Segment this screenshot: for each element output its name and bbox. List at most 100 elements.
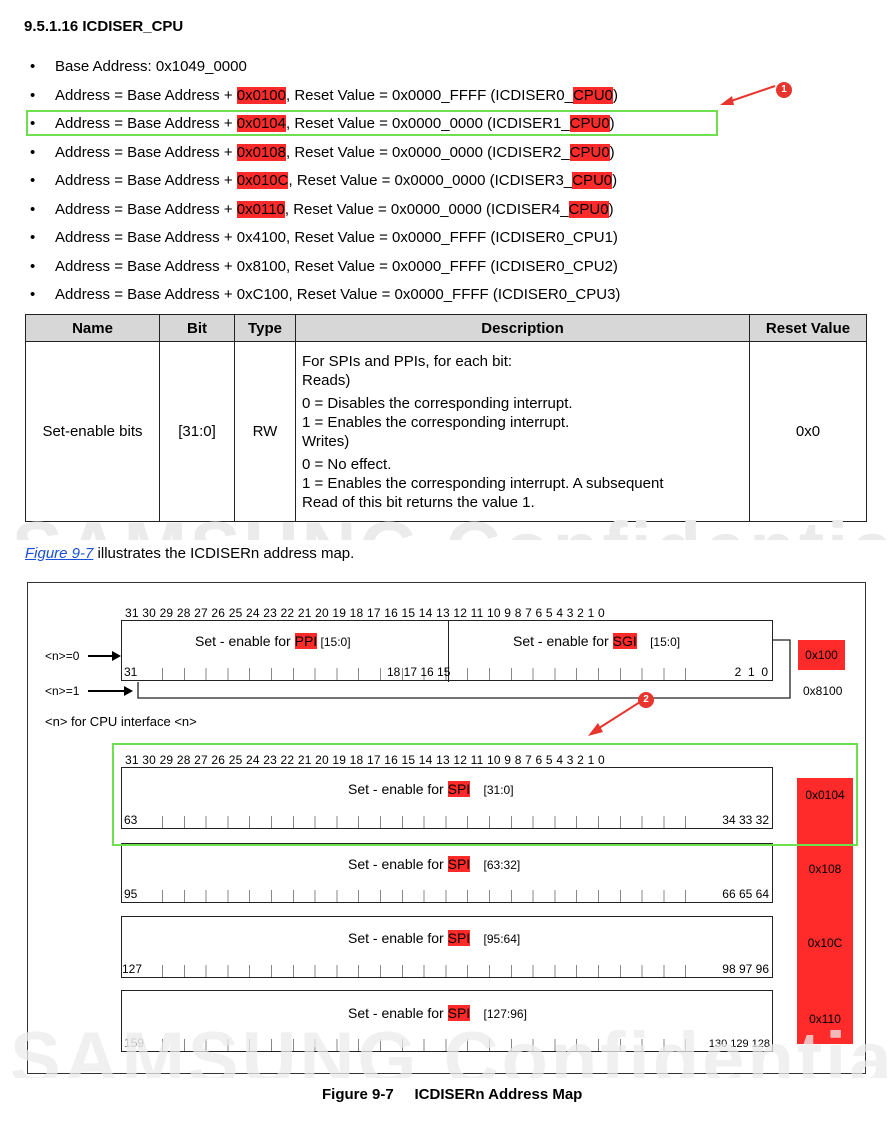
col-header-bit: Bit <box>159 314 235 342</box>
bullet-text: Address = Base Address + 0x0104, Reset V… <box>55 115 615 132</box>
bullet-dot: • <box>30 172 36 189</box>
spi-label: Set - enable for SPI [95:64] <box>348 930 521 946</box>
addr-0x100: 0x100 <box>798 640 845 670</box>
bit-number-header-spi: 31 30 29 28 27 26 25 24 23 22 21 20 19 1… <box>125 753 605 767</box>
col-header-description: Description <box>295 314 750 342</box>
spi-label: Set - enable for SPI [31:0] <box>348 781 514 797</box>
bit-low-labels: 98 97 96 <box>722 962 769 976</box>
bullet-segment: ) <box>609 144 615 161</box>
bullet-segment: CPU0 <box>569 115 610 132</box>
addr-0x8100: 0x8100 <box>803 684 843 698</box>
addr-label: 0x110 <box>809 1012 841 1026</box>
bullet-segment: Address = Base Address + <box>55 87 237 104</box>
bit-low-labels: 66 65 64 <box>722 887 769 901</box>
bullet-dot: • <box>30 229 36 246</box>
desc-line: Writes) <box>302 432 350 450</box>
spi-label: Set - enable for SPI [63:32] <box>348 856 521 872</box>
bit-ticks <box>162 965 702 977</box>
bit-ticks <box>162 668 702 680</box>
bullet-dot: • <box>30 258 36 275</box>
section-heading: 9.5.1.16 ICDISER_CPU <box>24 18 184 35</box>
figure-caption: Figure 9-7 ICDISERn Address Map <box>322 1086 583 1103</box>
register-table: Name Bit Type Description Reset Value Se… <box>25 314 867 522</box>
bullet-text: Address = Base Address + 0x0108, Reset V… <box>55 144 615 161</box>
bullet-segment: CPU0 <box>572 87 613 104</box>
callout-badge-1: 1 <box>776 82 792 98</box>
bullet-segment: Address = Base Address + <box>55 115 237 132</box>
bullet-segment: Address = Base Address + 0xC100, Reset V… <box>55 286 621 303</box>
addr-label: 0x108 <box>808 862 842 876</box>
watermark-text: SAMSUNG Confidential <box>10 1022 888 1078</box>
bullet-segment: ) <box>608 201 614 218</box>
bullet-segment: Base Address: 0x1049_0000 <box>55 58 247 75</box>
register-ppi-sgi: Set - enable for PPI [15:0] Set - enable… <box>121 620 773 682</box>
bit-high-label: 95 <box>124 887 138 901</box>
desc-line: 0 = No effect. <box>302 455 392 473</box>
sgi-label: Set - enable for SGI [15:0] <box>513 633 681 649</box>
bullet-segment: , Reset Value = 0x0000_0000 (ICDISER4_ <box>284 201 569 218</box>
n1-arrow <box>88 686 133 696</box>
bullet-segment: ) <box>612 87 618 104</box>
address-map-diagram <box>27 582 866 1074</box>
bullet-segment: Address = Base Address + <box>55 144 237 161</box>
bullet-segment: 0x0104 <box>236 115 286 132</box>
desc-line: 0 = Disables the corresponding interrupt… <box>302 394 573 412</box>
bullet-segment: CPU0 <box>572 172 613 189</box>
cpu-bank-outline <box>137 639 791 699</box>
cell-type: RW <box>234 341 296 522</box>
bit-ticks <box>162 816 702 828</box>
bullet-dot: • <box>30 144 36 161</box>
bullet-segment: CPU0 <box>569 144 610 161</box>
spi-label: Set - enable for SPI [127:96] <box>348 1005 527 1021</box>
bit-low-labels: 130 129 128 <box>708 1038 770 1050</box>
watermark-band: SAMSUNG Confidential <box>0 520 888 540</box>
watermark-band: SAMSUNG Confidential <box>0 1022 888 1078</box>
col-header-name: Name <box>25 314 160 342</box>
bullet-segment: Address = Base Address + 0x8100, Reset V… <box>55 258 618 275</box>
bullet-segment: Address = Base Address + <box>55 172 237 189</box>
register-divider <box>448 621 449 682</box>
green-highlight-box-spi <box>112 743 858 846</box>
bullet-dot: • <box>30 115 36 132</box>
figure-link[interactable]: Figure 9-7 <box>25 545 94 562</box>
bullet-text: Address = Base Address + 0xC100, Reset V… <box>55 286 620 303</box>
bullet-segment: 0x0108 <box>236 144 286 161</box>
figure-intro-text: illustrates the ICDISERn address map. <box>93 545 355 562</box>
bullet-segment: , Reset Value = 0x0000_0000 (ICDISER2_ <box>286 144 570 161</box>
bit-high-label: 159 <box>124 1036 145 1050</box>
green-highlight-box <box>26 110 718 136</box>
n1-label: <n>=1 <box>45 684 80 698</box>
bullet-segment: 0x0100 <box>236 87 286 104</box>
col-header-reset-value: Reset Value <box>749 314 867 342</box>
bullet-dot: • <box>30 201 36 218</box>
addr-label: 0x0104 <box>805 788 845 802</box>
bit-mid-labels: 18 17 16 15 <box>387 665 451 679</box>
bullet-segment: Address = Base Address + 0x4100, Reset V… <box>55 229 618 246</box>
register-spi-2: Set - enable for SPI [95:64] 127 98 97 9… <box>121 916 773 978</box>
desc-line: Read of this bit returns the value 1. <box>302 493 535 511</box>
spi-address-bar <box>797 778 853 1044</box>
bit-high-label: 127 <box>122 962 143 976</box>
bullet-segment: ) <box>609 115 615 132</box>
bit-31-label: 31 <box>124 665 138 679</box>
bullet-text: Address = Base Address + 0x8100, Reset V… <box>55 258 618 275</box>
addr-label: 0x10C <box>807 936 843 950</box>
cpu-interface-note: <n> for CPU interface <n> <box>45 714 197 729</box>
bullet-segment: , Reset Value = 0x0000_FFFF (ICDISER0_ <box>286 87 573 104</box>
desc-line: Reads) <box>302 371 351 389</box>
bullet-segment: ) <box>612 172 618 189</box>
desc-line: 1 = Enables the corresponding interrupt. <box>302 413 570 431</box>
bullet-text: Address = Base Address + 0x0100, Reset V… <box>55 87 618 104</box>
bullet-segment: 0x0110 <box>236 201 285 218</box>
bullet-text: Address = Base Address + 0x0110, Reset V… <box>55 201 614 218</box>
register-spi-0: Set - enable for SPI [31:0] 63 34 33 32 <box>121 767 773 829</box>
bullet-segment: Address = Base Address + <box>55 201 237 218</box>
bullet-dot: • <box>30 87 36 104</box>
bit-ticks <box>162 1039 702 1051</box>
cell-reset-value: 0x0 <box>749 341 867 522</box>
n0-label: <n>=0 <box>45 649 80 663</box>
bit-high-label: 63 <box>124 813 138 827</box>
bullet-text: Address = Base Address + 0x4100, Reset V… <box>55 229 618 246</box>
bullet-dot: • <box>30 58 36 75</box>
col-header-type: Type <box>234 314 296 342</box>
